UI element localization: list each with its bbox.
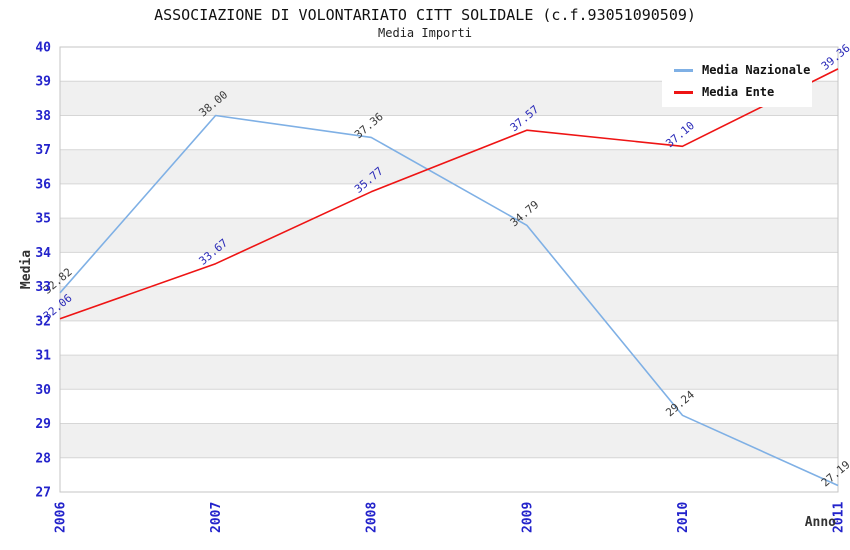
- y-tick-label: 27: [35, 486, 51, 501]
- x-tick-label: 2009: [520, 502, 535, 533]
- y-tick-label: 30: [35, 383, 51, 398]
- y-tick-label: 28: [35, 451, 51, 466]
- legend-swatch-line-icon: [674, 68, 693, 72]
- y-tick-label: 40: [35, 41, 51, 56]
- y-tick-label: 37: [35, 143, 51, 158]
- grid-band: [60, 218, 838, 253]
- y-tick-label: 35: [35, 212, 51, 227]
- x-tick-label: 2011: [832, 502, 847, 533]
- chart-subtitle: Media Importi: [378, 26, 472, 40]
- point-label: 39.36: [819, 42, 850, 73]
- plot-border: [59, 46, 839, 493]
- chart-title: ASSOCIAZIONE DI VOLONTARIATO CITT SOLIDA…: [154, 6, 696, 24]
- y-tick-label: 31: [35, 349, 51, 364]
- legend-item-label: Media Ente: [702, 85, 775, 99]
- x-axis-title: Anno: [805, 515, 836, 530]
- y-tick-label: 33: [35, 280, 51, 295]
- x-tick-label: 2008: [365, 502, 380, 533]
- y-tick-label: 38: [35, 109, 51, 124]
- legend-item: Media Ente: [662, 85, 812, 99]
- legend-swatch-line-icon: [674, 90, 693, 94]
- grid-band: [60, 286, 838, 321]
- legend-item-label: Media Nazionale: [702, 63, 811, 77]
- x-tick-label: 2007: [209, 502, 224, 533]
- x-tick-label: 2010: [676, 502, 691, 533]
- point-label: 29.24: [663, 388, 697, 419]
- y-tick-label: 36: [35, 177, 51, 192]
- y-tick-label: 39: [35, 75, 51, 90]
- x-tick-label: 2006: [54, 502, 69, 533]
- y-tick-label: 29: [35, 417, 51, 432]
- grid-band: [60, 423, 838, 458]
- grid-band: [60, 355, 838, 390]
- y-axis-title: Media: [19, 250, 34, 289]
- legend: Media Nazionale Media Ente: [662, 55, 812, 107]
- series-line-media-ente: [59, 68, 839, 320]
- y-tick-label: 32: [35, 314, 51, 329]
- legend-item: Media Nazionale: [662, 63, 812, 77]
- grid-band: [60, 149, 838, 184]
- y-tick-label: 34: [35, 246, 51, 261]
- series-line-media-nazionale: [59, 114, 839, 487]
